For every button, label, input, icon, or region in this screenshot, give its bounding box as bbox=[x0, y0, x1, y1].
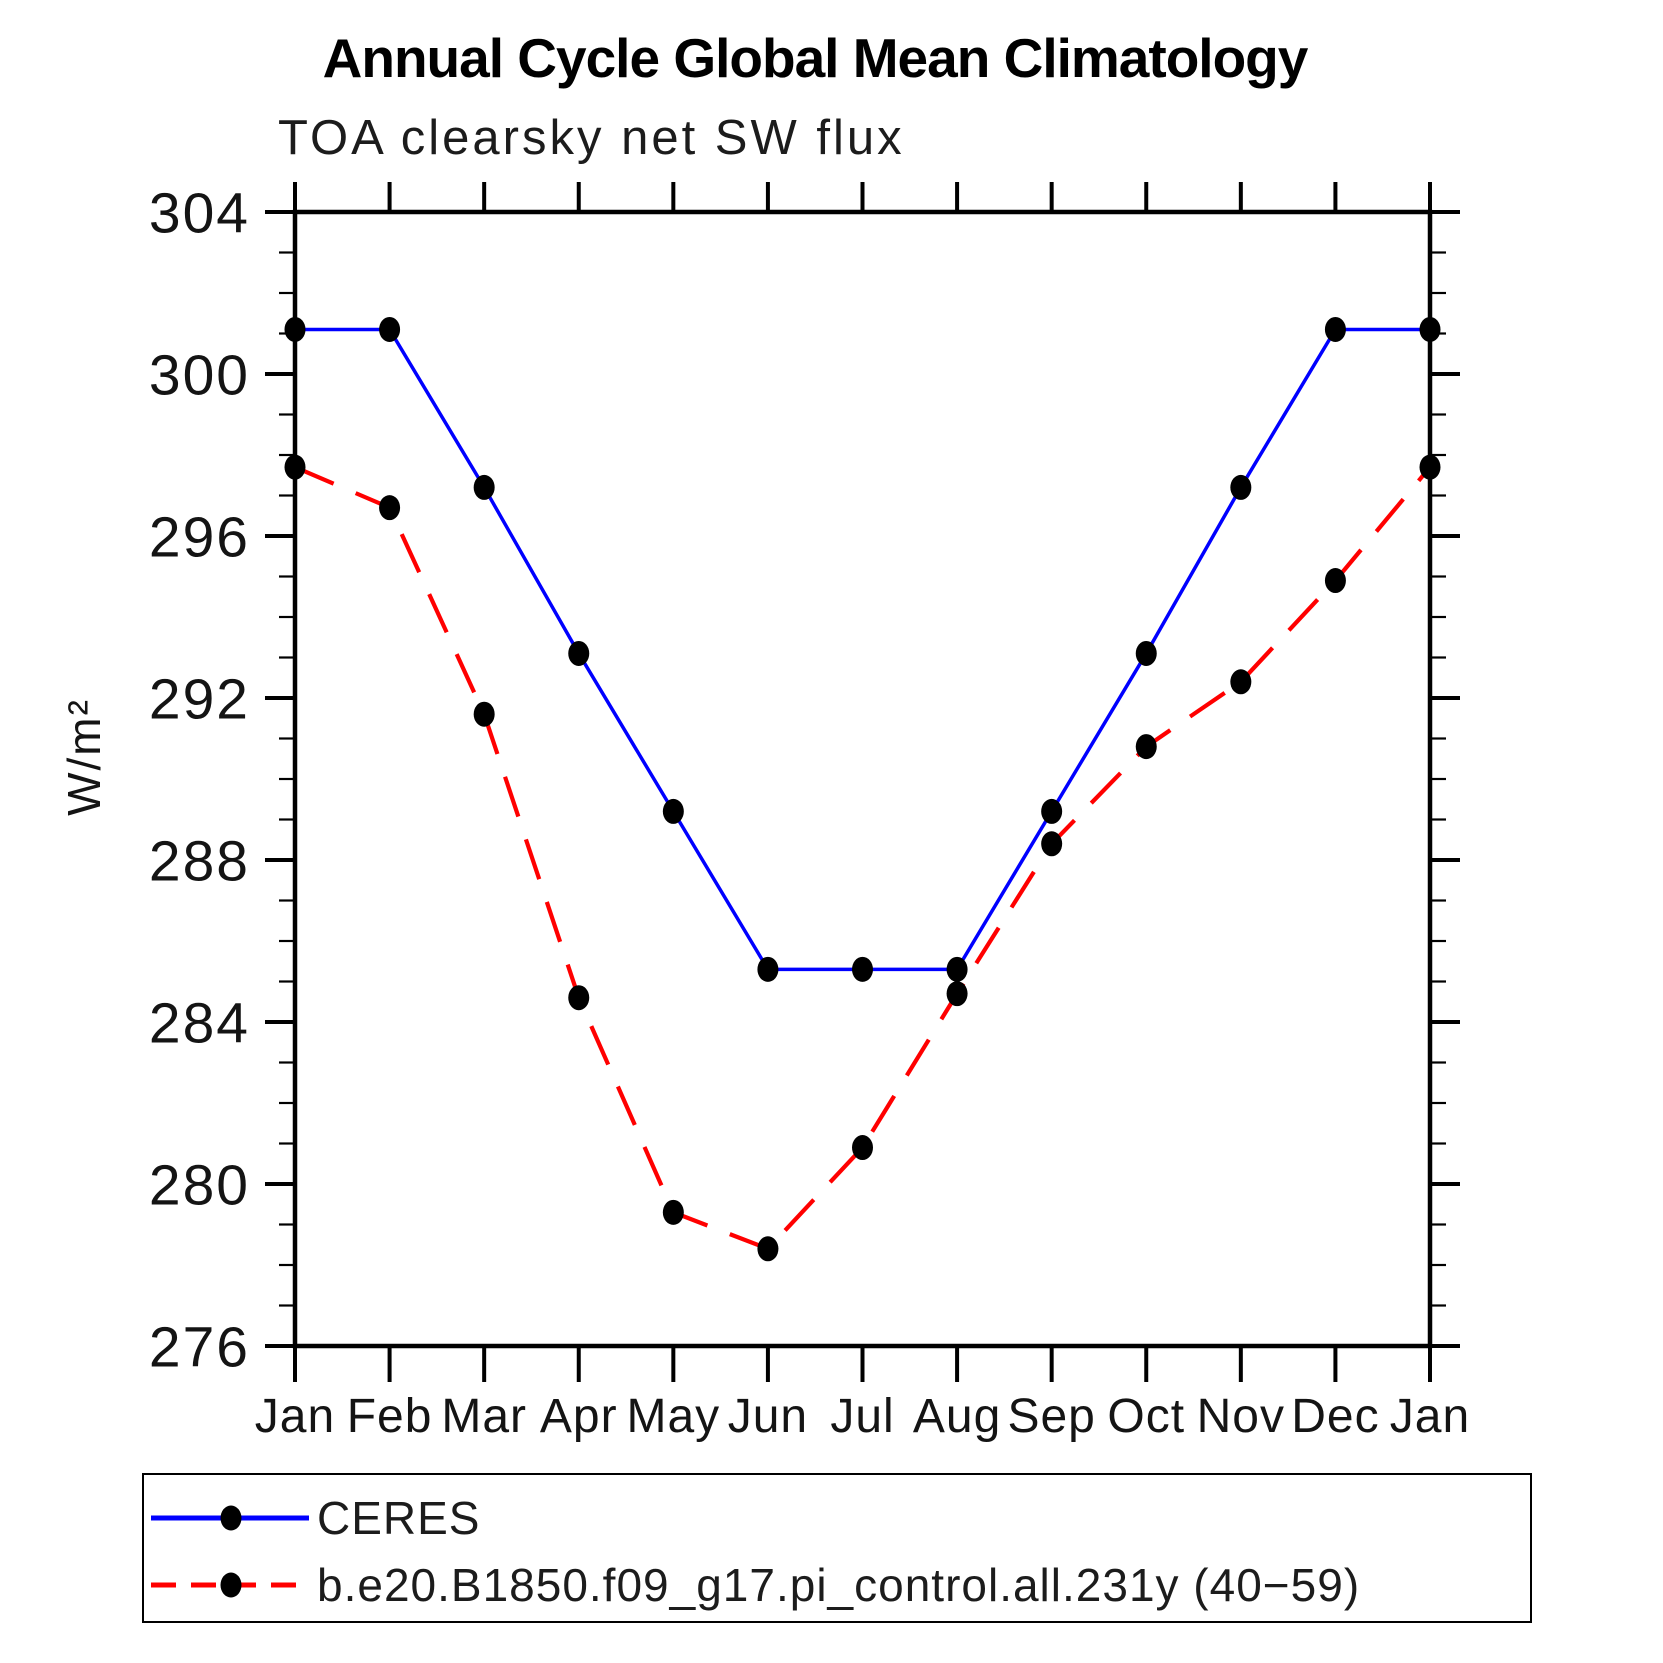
data-point-model bbox=[1324, 568, 1346, 594]
legend-item-ceres: CERES bbox=[147, 1492, 480, 1544]
data-point-ceres bbox=[946, 956, 968, 982]
data-point-model bbox=[662, 1199, 684, 1225]
data-point-model bbox=[757, 1236, 779, 1262]
data-point-ceres bbox=[662, 798, 684, 824]
data-point-ceres bbox=[1324, 316, 1346, 342]
data-point-model bbox=[568, 985, 590, 1011]
series-line-ceres bbox=[295, 327, 1430, 972]
data-point-ceres bbox=[284, 316, 306, 342]
y-tick-label: 288 bbox=[149, 830, 250, 894]
data-point-ceres bbox=[1135, 640, 1157, 666]
x-tick-label: Jun bbox=[728, 1390, 808, 1443]
x-tick-label: Feb bbox=[347, 1390, 433, 1443]
chart-title: Annual Cycle Global Mean Climatology bbox=[322, 27, 1309, 89]
x-tick-label: May bbox=[626, 1390, 720, 1443]
x-tick-label: Apr bbox=[540, 1390, 618, 1443]
x-tick-label: Dec bbox=[1291, 1390, 1379, 1443]
legend-item-model: b.e20.B1850.f09_g17.pi_control.all.231y … bbox=[147, 1559, 1360, 1611]
y-tick-label: 284 bbox=[149, 992, 250, 1056]
data-point-ceres bbox=[1230, 474, 1252, 500]
plot-frame bbox=[292, 209, 1433, 1349]
x-tick-label: Sep bbox=[1007, 1390, 1095, 1443]
y-tick-label: 300 bbox=[149, 344, 250, 408]
data-point-model bbox=[1230, 669, 1252, 695]
x-tick-label: Aug bbox=[913, 1390, 1001, 1443]
y-tick-label: 296 bbox=[149, 506, 250, 570]
y-tick-label: 276 bbox=[149, 1316, 250, 1380]
x-tick-label: Mar bbox=[441, 1390, 527, 1443]
data-point-ceres bbox=[568, 640, 590, 666]
data-point-model bbox=[379, 495, 401, 521]
data-point-ceres bbox=[1419, 316, 1441, 342]
data-point-model bbox=[1135, 734, 1157, 760]
y-axis-label: W/m² bbox=[58, 698, 110, 816]
y-tick-label: 280 bbox=[149, 1154, 250, 1218]
x-tick-label: Jan bbox=[1390, 1390, 1470, 1443]
legend-label-model: b.e20.B1850.f09_g17.pi_control.all.231y … bbox=[317, 1559, 1361, 1611]
data-point-ceres bbox=[379, 316, 401, 342]
data-point-ceres bbox=[757, 956, 779, 982]
data-point-ceres bbox=[852, 956, 873, 982]
data-point-model bbox=[852, 1135, 873, 1161]
legend-label-ceres: CERES bbox=[317, 1492, 481, 1544]
data-point-model bbox=[946, 981, 968, 1007]
x-tick-label: Oct bbox=[1107, 1390, 1185, 1443]
x-tick-label: Jul bbox=[830, 1390, 894, 1443]
x-tick-label: Jan bbox=[255, 1390, 335, 1443]
chart-subtitle: TOA clearsky net SW flux bbox=[278, 111, 905, 165]
x-tick-label: Nov bbox=[1197, 1390, 1285, 1443]
data-point-ceres bbox=[1041, 798, 1063, 824]
data-point-ceres bbox=[473, 474, 495, 500]
data-point-model bbox=[1041, 831, 1063, 857]
legend-marker-circle-icon bbox=[220, 1505, 242, 1531]
legend-sample-ceres bbox=[151, 1505, 309, 1531]
legend-sample-model bbox=[151, 1572, 309, 1598]
y-tick-label: 304 bbox=[149, 182, 250, 246]
series-line-model bbox=[294, 465, 1432, 1252]
data-point-model bbox=[284, 454, 306, 480]
y-tick-label: 292 bbox=[149, 668, 250, 732]
data-point-model bbox=[473, 701, 495, 727]
legend-marker-circle-icon bbox=[220, 1572, 242, 1598]
legend: CERES b.e20.B1850.f09_g17.pi_control.all… bbox=[142, 1473, 1532, 1623]
data-point-model bbox=[1419, 454, 1441, 480]
